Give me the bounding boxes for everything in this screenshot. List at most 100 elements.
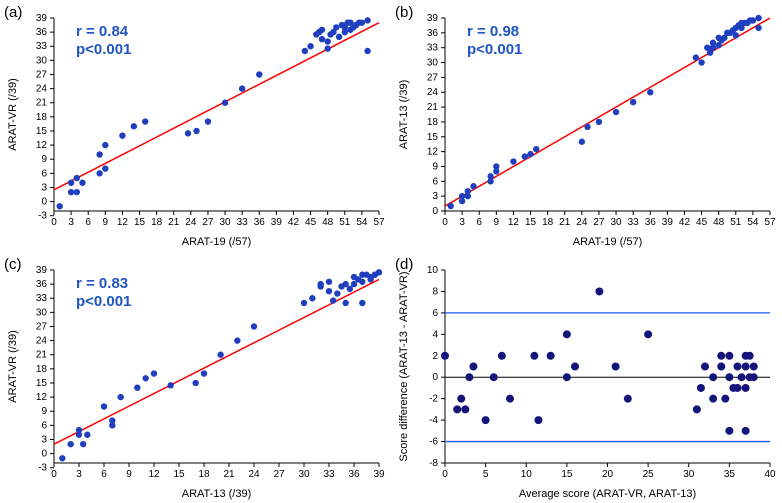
svg-text:33: 33 (427, 43, 439, 54)
svg-text:p<0.001: p<0.001 (76, 293, 131, 310)
svg-text:33: 33 (628, 217, 640, 228)
svg-text:6: 6 (85, 217, 91, 228)
svg-text:15: 15 (525, 217, 537, 228)
svg-text:24: 24 (576, 217, 588, 228)
svg-text:39: 39 (662, 217, 674, 228)
svg-text:-3: -3 (38, 211, 47, 222)
svg-text:r = 0.83: r = 0.83 (76, 275, 128, 292)
svg-text:3: 3 (459, 217, 465, 228)
svg-text:9: 9 (103, 217, 109, 228)
svg-text:27: 27 (427, 72, 439, 83)
svg-text:ARAT-13 (/39): ARAT-13 (/39) (182, 488, 252, 500)
svg-text:9: 9 (126, 469, 132, 480)
panel-c: (c) 036912151821242730333639-30369121518… (0, 252, 391, 503)
svg-text:30: 30 (683, 469, 695, 480)
svg-text:39: 39 (36, 13, 48, 24)
svg-text:45: 45 (696, 217, 708, 228)
svg-text:-6: -6 (429, 436, 438, 447)
svg-text:35: 35 (724, 469, 736, 480)
figure-grid: (a) 036912151821242730333639424548515457… (0, 0, 782, 503)
svg-text:3: 3 (68, 217, 74, 228)
panel-label-c: (c) (4, 256, 22, 273)
svg-text:9: 9 (432, 161, 438, 172)
svg-text:9: 9 (41, 406, 47, 417)
chart-d: 0510152025303540-8-6-4-20246810Average s… (391, 252, 782, 503)
svg-text:36: 36 (36, 27, 48, 38)
svg-text:ARAT-13 (/39): ARAT-13 (/39) (398, 80, 410, 150)
svg-text:36: 36 (645, 217, 657, 228)
svg-text:27: 27 (273, 469, 285, 480)
svg-text:12: 12 (36, 140, 48, 151)
svg-text:20: 20 (602, 469, 614, 480)
svg-text:0: 0 (442, 217, 448, 228)
svg-text:30: 30 (219, 217, 231, 228)
svg-text:ARAT-VR (/39): ARAT-VR (/39) (7, 78, 19, 151)
svg-text:33: 33 (36, 41, 48, 52)
svg-text:12: 12 (117, 217, 129, 228)
svg-text:3: 3 (76, 469, 82, 480)
svg-text:ARAT-19 (/57): ARAT-19 (/57) (573, 236, 643, 248)
svg-text:18: 18 (198, 469, 210, 480)
svg-text:51: 51 (730, 217, 742, 228)
svg-text:51: 51 (339, 217, 351, 228)
svg-text:0: 0 (41, 448, 47, 459)
panel-label-b: (b) (395, 4, 413, 21)
svg-text:15: 15 (36, 126, 48, 137)
svg-text:-4: -4 (429, 415, 438, 426)
svg-text:8: 8 (432, 286, 438, 297)
svg-text:57: 57 (764, 217, 776, 228)
svg-text:Score difference (ARAT-13 - AR: Score difference (ARAT-13 - ARAT-VR) (398, 271, 410, 461)
svg-text:21: 21 (36, 349, 48, 360)
svg-text:18: 18 (36, 112, 48, 123)
svg-text:36: 36 (36, 279, 48, 290)
svg-text:21: 21 (168, 217, 180, 228)
svg-text:21: 21 (36, 98, 48, 109)
svg-text:24: 24 (36, 335, 48, 346)
svg-text:25: 25 (643, 469, 655, 480)
svg-text:6: 6 (432, 307, 438, 318)
chart-a: 036912151821242730333639424548515457-303… (0, 0, 391, 251)
svg-text:39: 39 (271, 217, 283, 228)
svg-text:24: 24 (36, 84, 48, 95)
svg-text:36: 36 (427, 28, 439, 39)
svg-text:p<0.001: p<0.001 (76, 41, 131, 58)
svg-text:6: 6 (41, 420, 47, 431)
svg-text:39: 39 (373, 469, 385, 480)
panel-a: (a) 036912151821242730333639424548515457… (0, 0, 391, 252)
svg-text:r = 0.84: r = 0.84 (76, 23, 129, 40)
svg-text:15: 15 (173, 469, 185, 480)
svg-text:12: 12 (36, 392, 48, 403)
svg-text:3: 3 (432, 191, 438, 202)
svg-text:0: 0 (432, 206, 438, 217)
svg-text:4: 4 (432, 329, 438, 340)
svg-text:33: 33 (237, 217, 249, 228)
svg-text:0: 0 (432, 372, 438, 383)
svg-text:27: 27 (593, 217, 605, 228)
svg-text:30: 30 (610, 217, 622, 228)
svg-text:54: 54 (356, 217, 368, 228)
svg-text:6: 6 (476, 217, 482, 228)
svg-text:15: 15 (36, 377, 48, 388)
chart-b: 0369121518212427303336394245485154570369… (391, 0, 782, 251)
svg-text:42: 42 (679, 217, 691, 228)
svg-text:24: 24 (185, 217, 197, 228)
svg-text:6: 6 (41, 168, 47, 179)
panel-label-a: (a) (4, 4, 22, 21)
svg-text:ARAT-19 (/57): ARAT-19 (/57) (182, 236, 252, 248)
svg-text:r = 0.98: r = 0.98 (467, 23, 519, 40)
svg-text:ARAT-VR (/39): ARAT-VR (/39) (7, 330, 19, 403)
svg-text:3: 3 (41, 182, 47, 193)
panel-d: (d) 0510152025303540-8-6-4-20246810Avera… (391, 252, 782, 503)
svg-text:Average score (ARAT-VR, ARAT-1: Average score (ARAT-VR, ARAT-13) (519, 488, 696, 500)
svg-text:-3: -3 (38, 462, 47, 473)
svg-text:18: 18 (427, 117, 439, 128)
svg-text:27: 27 (202, 217, 214, 228)
svg-text:33: 33 (323, 469, 335, 480)
svg-text:15: 15 (134, 217, 146, 228)
svg-text:15: 15 (561, 469, 573, 480)
svg-text:-8: -8 (429, 458, 438, 469)
svg-text:0: 0 (41, 197, 47, 208)
svg-text:30: 30 (36, 55, 48, 66)
svg-text:3: 3 (41, 434, 47, 445)
svg-text:54: 54 (747, 217, 759, 228)
